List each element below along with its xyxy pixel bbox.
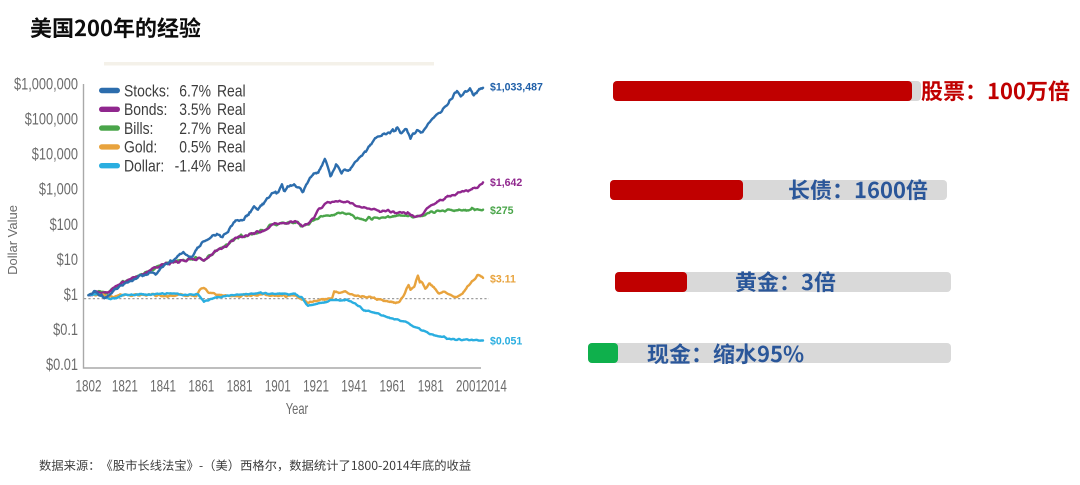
svg-text:Gold:: Gold:	[124, 138, 157, 157]
svg-text:1821: 1821	[112, 377, 138, 395]
svg-text:3.5%: 3.5%	[179, 101, 211, 120]
svg-text:6.7%: 6.7%	[179, 82, 211, 101]
svg-text:$0.01: $0.01	[46, 357, 78, 375]
svg-text:$1: $1	[64, 287, 78, 305]
svg-text:Stocks:: Stocks:	[124, 82, 170, 101]
svg-text:Real: Real	[217, 82, 246, 101]
svg-text:$3.11: $3.11	[490, 273, 516, 285]
svg-text:-1.4%: -1.4%	[175, 157, 212, 176]
svg-text:$275: $275	[490, 205, 514, 217]
svg-text:Bills:: Bills:	[124, 120, 153, 139]
svg-text:1841: 1841	[150, 377, 176, 395]
svg-text:2.7%: 2.7%	[179, 120, 211, 139]
svg-text:1981: 1981	[418, 377, 444, 395]
svg-text:Dollar Value: Dollar Value	[5, 205, 20, 275]
svg-text:$1,033,487: $1,033,487	[490, 81, 543, 93]
svg-text:$10,000: $10,000	[32, 146, 78, 164]
svg-text:1941: 1941	[341, 377, 367, 395]
svg-text:Real: Real	[217, 101, 246, 120]
svg-text:$1,642: $1,642	[490, 177, 522, 189]
svg-text:$100,000: $100,000	[25, 111, 78, 129]
svg-text:Real: Real	[217, 138, 246, 157]
svg-text:1802: 1802	[76, 377, 102, 395]
svg-text:$10: $10	[57, 252, 78, 270]
svg-text:1861: 1861	[188, 377, 214, 395]
svg-text:Dollar:: Dollar:	[124, 157, 164, 176]
svg-text:1961: 1961	[380, 377, 406, 395]
svg-text:Real: Real	[217, 120, 246, 139]
svg-text:0.5%: 0.5%	[179, 138, 211, 157]
svg-text:Bonds:: Bonds:	[124, 101, 167, 120]
svg-text:$0.051: $0.051	[490, 335, 522, 347]
svg-text:Year: Year	[286, 400, 309, 417]
svg-text:1881: 1881	[227, 377, 253, 395]
svg-text:Real: Real	[217, 157, 246, 176]
svg-text:2014: 2014	[481, 377, 507, 395]
svg-text:1921: 1921	[303, 377, 329, 395]
svg-text:$100: $100	[50, 216, 78, 234]
svg-text:$1,000,000: $1,000,000	[14, 76, 78, 94]
svg-text:1901: 1901	[265, 377, 291, 395]
svg-text:$0.1: $0.1	[53, 322, 78, 340]
svg-text:2001: 2001	[456, 377, 482, 395]
svg-text:$1,000: $1,000	[39, 181, 78, 199]
